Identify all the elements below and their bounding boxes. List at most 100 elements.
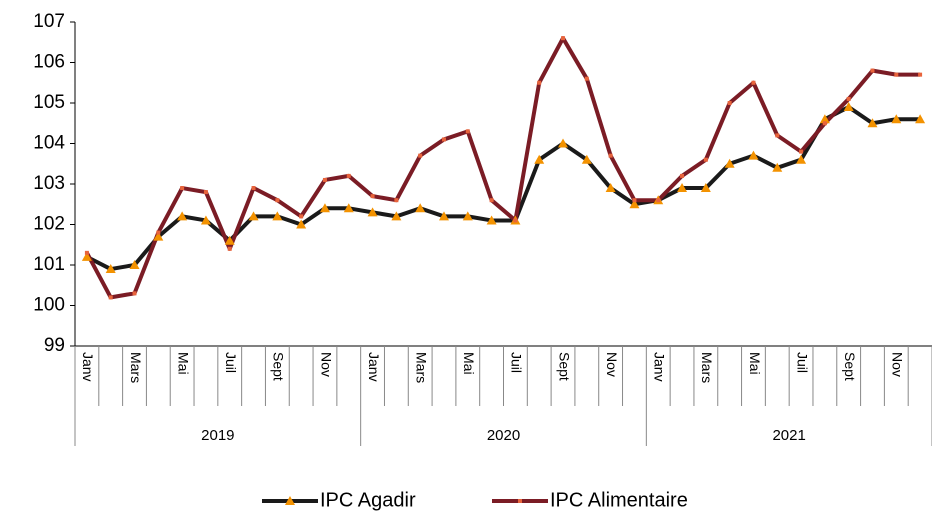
point-marker [677, 183, 688, 193]
point-marker [584, 76, 589, 81]
legend-marker [518, 499, 522, 503]
point-marker [680, 173, 685, 178]
point-marker [796, 154, 807, 164]
point-marker [608, 153, 613, 158]
point-marker [894, 72, 899, 77]
point-marker [870, 68, 875, 73]
point-marker [537, 80, 542, 85]
x-tick-label: Nov [318, 352, 334, 377]
point-marker [370, 194, 375, 199]
point-marker [558, 138, 569, 148]
point-marker [132, 291, 137, 296]
x-tick-label: Mai [175, 352, 191, 375]
point-marker [391, 211, 402, 221]
point-marker [486, 215, 497, 225]
point-marker [418, 153, 423, 158]
point-marker [153, 231, 164, 241]
y-tick-label: 100 [33, 295, 65, 316]
year-label: 2020 [487, 427, 520, 444]
x-tick-label: Juil [794, 352, 810, 373]
y-tick-label: 102 [33, 214, 65, 235]
point-marker [703, 157, 708, 162]
point-marker [322, 177, 327, 182]
point-marker [629, 199, 640, 209]
point-marker [415, 203, 426, 213]
x-tick-label: Mars [128, 352, 144, 383]
point-marker [248, 211, 259, 221]
x-tick-label: Nov [604, 352, 620, 377]
point-marker [394, 198, 399, 203]
point-marker [489, 198, 494, 203]
point-marker [561, 36, 566, 41]
point-marker [319, 203, 330, 213]
point-marker [632, 198, 637, 203]
legend-label: IPC Agadir [320, 489, 416, 511]
x-tick-label: Juil [509, 352, 525, 373]
point-marker [275, 198, 280, 203]
point-marker [891, 114, 902, 124]
point-marker [180, 186, 185, 191]
point-marker [200, 215, 211, 225]
point-marker [748, 150, 759, 160]
point-marker [203, 190, 208, 195]
point-marker [724, 158, 735, 168]
legend-label: IPC Alimentaire [550, 489, 688, 511]
point-marker [346, 173, 351, 178]
x-tick-label: Nov [890, 352, 906, 377]
series-line [85, 36, 921, 300]
year-label: 2019 [201, 427, 234, 444]
point-marker [775, 133, 780, 138]
x-tick-label: Sept [556, 352, 572, 381]
point-marker [727, 101, 732, 105]
x-tick-label: Janv [80, 352, 96, 382]
point-marker [272, 211, 283, 221]
point-marker [105, 264, 116, 274]
y-tick-label: 101 [33, 254, 65, 275]
y-tick-label: 107 [33, 11, 65, 32]
point-marker [227, 246, 232, 251]
point-marker [819, 114, 830, 124]
x-tick-label: Mars [413, 352, 429, 383]
point-marker [251, 186, 256, 191]
point-marker [751, 80, 756, 85]
legend-marker [285, 496, 295, 505]
y-tick-label: 105 [33, 92, 65, 113]
x-tick-label: Mai [461, 352, 477, 375]
point-marker [441, 137, 446, 142]
y-tick-label: 99 [44, 335, 65, 356]
point-marker [700, 183, 711, 193]
point-marker [581, 154, 592, 164]
point-marker [108, 295, 113, 300]
point-marker [343, 203, 354, 213]
point-marker [822, 121, 827, 126]
x-tick-label: Sept [271, 352, 287, 381]
x-tick-label: Mai [747, 352, 763, 375]
point-marker [918, 72, 923, 77]
y-tick-label: 104 [33, 133, 65, 154]
x-tick-label: Sept [842, 352, 858, 381]
series-line [85, 105, 921, 272]
y-tick-label: 103 [33, 173, 65, 194]
point-marker [513, 218, 518, 223]
x-tick-label: Janv [366, 352, 382, 382]
point-marker [299, 214, 304, 219]
point-marker [84, 250, 89, 255]
point-marker [81, 251, 92, 261]
x-tick-label: Janv [652, 352, 668, 382]
point-marker [772, 162, 783, 172]
point-marker [867, 118, 878, 128]
x-tick-label: Mars [699, 352, 715, 383]
point-marker [462, 211, 473, 221]
point-marker [605, 183, 616, 193]
point-marker [367, 207, 378, 217]
y-tick-label: 106 [33, 52, 65, 73]
point-marker [177, 211, 188, 221]
point-marker [846, 96, 851, 101]
point-marker [799, 149, 804, 154]
year-label: 2021 [772, 427, 805, 444]
point-marker [915, 114, 926, 124]
point-marker [129, 260, 140, 269]
point-marker [843, 102, 854, 112]
point-marker [296, 219, 307, 229]
